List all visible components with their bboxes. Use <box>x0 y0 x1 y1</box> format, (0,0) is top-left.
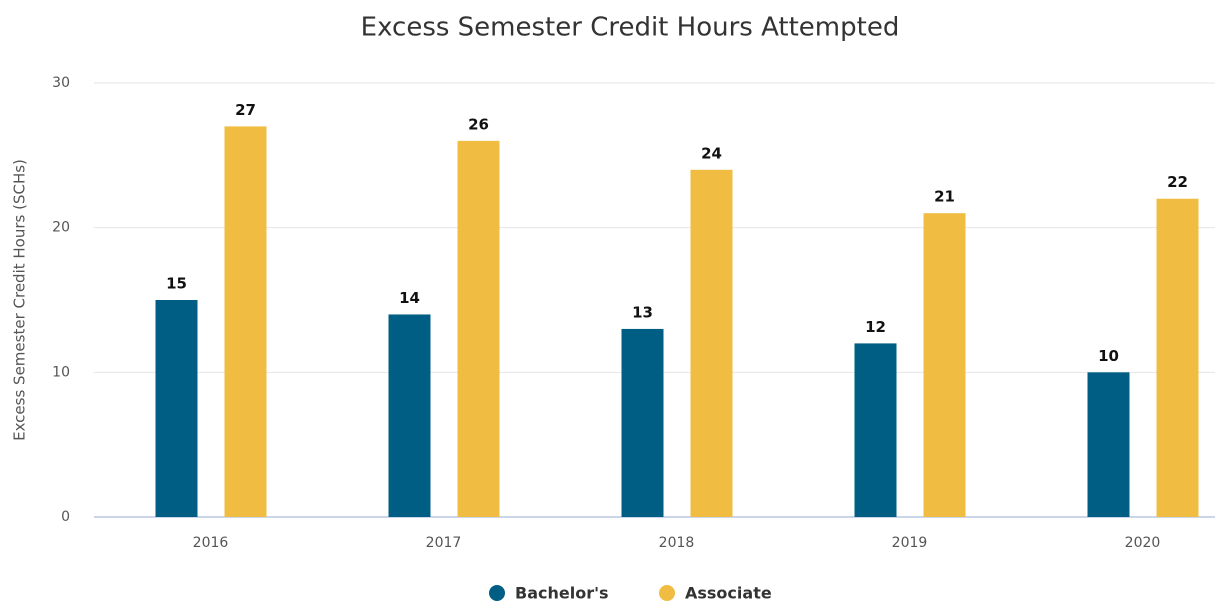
bar <box>224 126 267 518</box>
data-label: 15 <box>166 275 187 293</box>
bar <box>1087 372 1130 517</box>
data-label: 13 <box>632 303 653 321</box>
legend-label: Bachelor's <box>515 584 609 603</box>
bar <box>388 314 431 517</box>
bar <box>854 343 897 517</box>
data-label: 22 <box>1167 173 1188 191</box>
bar <box>155 300 198 517</box>
x-tick-label: 2019 <box>892 535 928 551</box>
y-axis-title: Excess Semester Credit Hours (SCHs) <box>11 159 29 441</box>
legend-marker <box>489 585 505 601</box>
bar <box>923 213 966 517</box>
data-label: 21 <box>934 188 955 206</box>
bar <box>457 140 500 517</box>
x-tick-label: 2018 <box>659 535 695 551</box>
y-tick-label: 30 <box>52 75 70 91</box>
y-tick-label: 20 <box>52 220 70 236</box>
x-tick-label: 2020 <box>1125 535 1161 551</box>
x-tick-label: 2016 <box>193 535 229 551</box>
bar <box>690 169 733 518</box>
data-label: 10 <box>1098 347 1119 365</box>
data-label: 12 <box>865 318 886 336</box>
bar <box>1156 198 1199 517</box>
chart-title: Excess Semester Credit Hours Attempted <box>361 13 900 43</box>
x-tick-label: 2017 <box>426 535 462 551</box>
y-tick-label: 0 <box>61 509 70 525</box>
data-label: 24 <box>701 144 722 162</box>
data-label: 14 <box>399 289 420 307</box>
data-label: 27 <box>235 101 256 119</box>
data-label: 26 <box>468 115 489 133</box>
legend-label: Associate <box>685 584 772 603</box>
legend-marker <box>659 585 675 601</box>
y-tick-label: 10 <box>52 364 70 380</box>
bar <box>621 328 664 517</box>
